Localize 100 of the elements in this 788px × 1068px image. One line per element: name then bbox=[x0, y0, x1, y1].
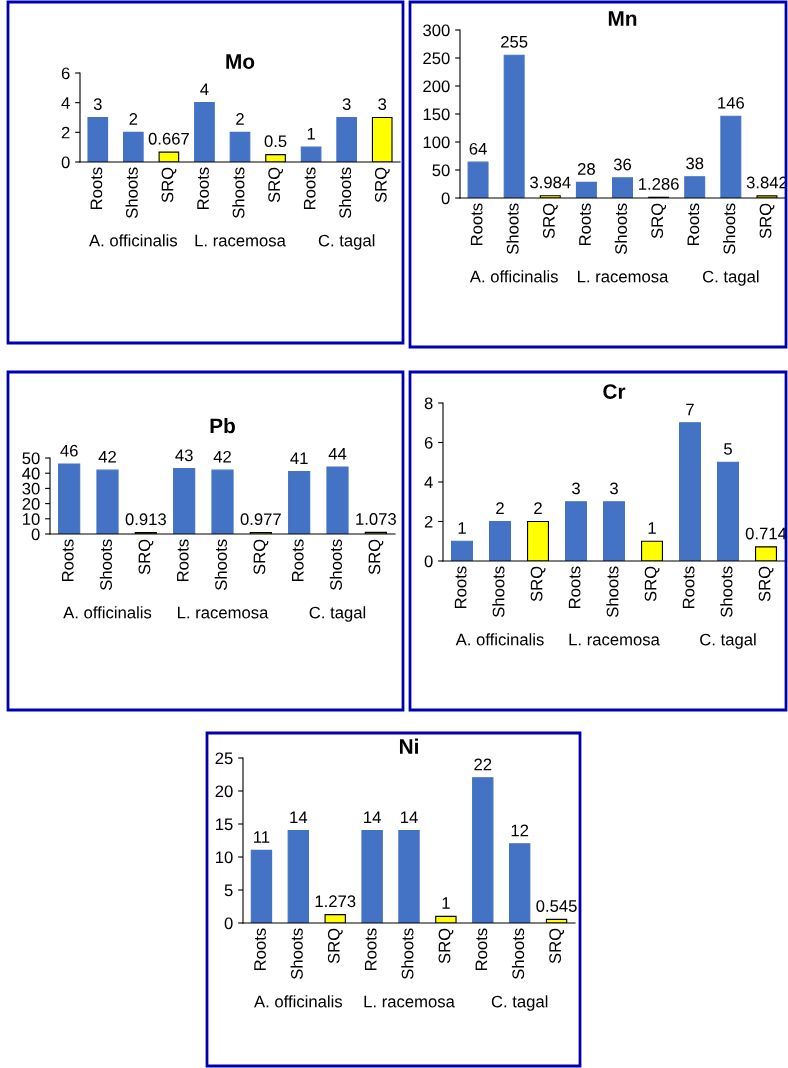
y-tick-label: 50 bbox=[432, 164, 450, 177]
y-tick-label: 20 bbox=[22, 498, 40, 510]
x-tick-label: Roots bbox=[177, 539, 189, 582]
data-label: 64 bbox=[469, 142, 487, 155]
data-label: 36 bbox=[613, 158, 632, 171]
x-tick-label: Roots bbox=[579, 203, 591, 246]
text: C. tagal bbox=[318, 234, 375, 250]
data-label: 2 bbox=[236, 113, 244, 125]
text: L. racemosa bbox=[195, 234, 286, 247]
x-tick-label: Roots bbox=[254, 928, 266, 971]
data-label: 14 bbox=[290, 811, 308, 823]
x-tick-label: Shoots bbox=[99, 539, 112, 590]
y-tick-label: 6 bbox=[61, 67, 70, 80]
data-label: 28 bbox=[577, 163, 595, 175]
y-tick-label: 100 bbox=[423, 136, 450, 149]
y-tick-label: 0 bbox=[31, 528, 40, 541]
x-tick-label: Roots bbox=[470, 203, 483, 246]
x-tick-label: Shoots bbox=[723, 203, 736, 254]
data-label: 3.984 bbox=[530, 176, 571, 189]
text: A. officinalis bbox=[89, 234, 178, 247]
text: C. tagal bbox=[491, 995, 548, 1011]
data-label: 44 bbox=[328, 448, 347, 460]
data-label: 41 bbox=[290, 452, 308, 465]
data-label: 1 bbox=[307, 128, 315, 140]
x-tick-label: Shoots bbox=[338, 167, 352, 218]
y-tick-label: 25 bbox=[215, 752, 233, 765]
y-tick-label: 200 bbox=[423, 80, 450, 93]
text: L. racemosa bbox=[178, 606, 269, 619]
y-tick-label: 0 bbox=[424, 555, 433, 568]
text: L. racemosa bbox=[578, 270, 669, 283]
x-tick-label: Shoots bbox=[511, 928, 525, 979]
x-tick-label: SRQ bbox=[161, 167, 177, 203]
x-tick-label: Roots bbox=[303, 167, 316, 210]
x-tick-label: Roots bbox=[62, 539, 74, 582]
x-tick-label: SRQ bbox=[549, 928, 565, 964]
data-label: 0.667 bbox=[148, 132, 189, 145]
data-label: 1.286 bbox=[639, 178, 679, 190]
y-tick-label: 10 bbox=[23, 513, 40, 525]
y-tick-label: 5 bbox=[224, 884, 233, 897]
x-tick-label: SRQ bbox=[759, 203, 775, 239]
data-label: 146 bbox=[718, 96, 745, 109]
y-tick-label: 40 bbox=[22, 467, 40, 480]
x-tick-label: SRQ bbox=[651, 203, 667, 239]
x-tick-label: Shoots bbox=[492, 566, 505, 617]
x-tick-label: Roots bbox=[568, 566, 581, 609]
y-tick-label: 150 bbox=[423, 108, 450, 121]
x-tick-label: Roots bbox=[454, 566, 467, 609]
x-tick-label: Roots bbox=[687, 203, 700, 246]
x-tick-label: Roots bbox=[475, 928, 488, 971]
text: A. officinalis bbox=[63, 606, 152, 619]
chart-title: Cr bbox=[603, 384, 626, 399]
data-label: 2 bbox=[129, 113, 138, 125]
text: L. racemosa bbox=[364, 995, 455, 1008]
data-label: 42 bbox=[98, 450, 116, 463]
data-label: 2 bbox=[534, 502, 542, 514]
y-tick-label: 4 bbox=[61, 97, 70, 109]
data-label: 43 bbox=[175, 449, 193, 462]
data-label: 1.273 bbox=[315, 895, 356, 908]
x-tick-label: SRQ bbox=[138, 539, 154, 575]
x-tick-label: Shoots bbox=[720, 566, 733, 617]
text: L. racemosa bbox=[569, 633, 660, 646]
y-tick-label: 2 bbox=[61, 126, 70, 139]
chart-title: Ni bbox=[399, 738, 418, 754]
x-tick-label: SRQ bbox=[644, 566, 660, 602]
chart-title: Mo bbox=[226, 54, 255, 69]
x-tick-label: SRQ bbox=[374, 167, 390, 203]
data-label: 14 bbox=[401, 811, 418, 823]
x-tick-label: Shoots bbox=[232, 167, 245, 218]
y-tick-label: 0 bbox=[224, 917, 233, 930]
chart-title: Pb bbox=[210, 417, 235, 434]
data-label: 38 bbox=[686, 157, 704, 170]
text: C. tagal bbox=[309, 606, 366, 622]
x-tick-label: Roots bbox=[90, 167, 103, 210]
x-tick-label: Roots bbox=[364, 928, 377, 971]
data-label: 3 bbox=[342, 98, 351, 111]
text: C. tagal bbox=[702, 270, 759, 286]
y-tick-label: 6 bbox=[424, 436, 433, 449]
y-tick-label: 15 bbox=[216, 818, 233, 831]
y-tick-label: 0 bbox=[441, 192, 450, 205]
x-tick-label: SRQ bbox=[438, 928, 454, 964]
x-tick-label: Shoots bbox=[401, 928, 414, 979]
x-tick-label: Shoots bbox=[606, 566, 619, 617]
x-tick-label: Shoots bbox=[214, 539, 227, 590]
data-label: 42 bbox=[213, 450, 231, 463]
x-tick-label: SRQ bbox=[542, 203, 558, 239]
x-tick-label: Roots bbox=[292, 539, 304, 582]
data-label: 1.073 bbox=[356, 513, 396, 525]
x-tick-label: Roots bbox=[197, 167, 209, 210]
x-tick-label: Shoots bbox=[614, 203, 627, 254]
x-tick-label: Shoots bbox=[290, 928, 303, 979]
x-tick-label: SRQ bbox=[368, 539, 384, 575]
x-tick-label: SRQ bbox=[327, 928, 343, 964]
data-label: 12 bbox=[511, 824, 529, 837]
text: A. officinalis bbox=[254, 995, 343, 1008]
data-label: 0.913 bbox=[125, 513, 166, 526]
data-label: 255 bbox=[501, 35, 528, 48]
y-tick-label: 20 bbox=[215, 785, 233, 798]
y-tick-label: 4 bbox=[424, 476, 433, 489]
data-label: 46 bbox=[60, 444, 78, 457]
data-label: 1 bbox=[648, 522, 656, 534]
